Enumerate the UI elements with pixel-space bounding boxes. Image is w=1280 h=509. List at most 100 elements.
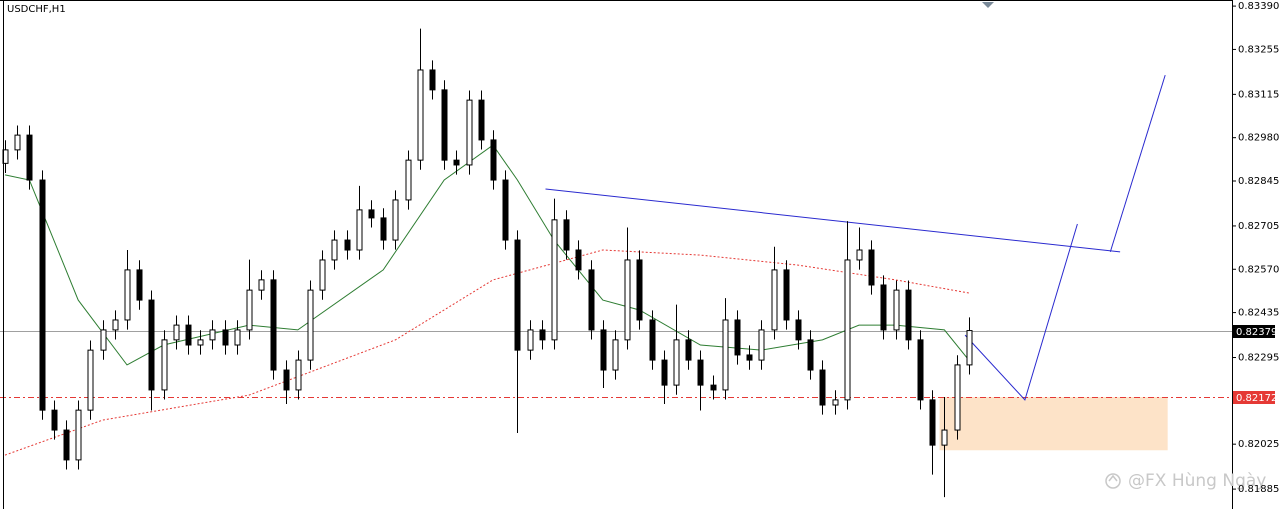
candle-body bbox=[502, 179, 509, 241]
candle-body bbox=[222, 329, 229, 346]
target-zone bbox=[939, 396, 1168, 451]
candle-body bbox=[527, 329, 534, 351]
candle-body bbox=[124, 269, 131, 321]
candle-body bbox=[771, 269, 778, 331]
candle-body bbox=[661, 359, 668, 386]
candle-body bbox=[929, 399, 936, 446]
candle-body bbox=[758, 329, 765, 361]
candle-body bbox=[734, 319, 741, 356]
candle-body bbox=[429, 69, 436, 91]
candle-body bbox=[380, 217, 387, 241]
candle-body bbox=[612, 339, 619, 371]
trend-drawing bbox=[545, 188, 1121, 253]
candle-body bbox=[197, 339, 204, 346]
candle-body bbox=[954, 364, 961, 431]
candle-body bbox=[844, 259, 851, 401]
candle-body bbox=[417, 69, 424, 161]
candle-body bbox=[173, 324, 180, 341]
candle-body bbox=[405, 159, 412, 201]
candle-body bbox=[39, 179, 46, 411]
shift-marker bbox=[982, 2, 994, 8]
candle-body bbox=[319, 259, 326, 291]
candle-body bbox=[795, 319, 802, 341]
price-level-label: 0.82379 bbox=[1236, 327, 1277, 338]
y-tick-label: 0.81885 bbox=[1238, 484, 1279, 495]
candle-body bbox=[478, 99, 485, 141]
candle-body bbox=[624, 259, 631, 341]
candle-body bbox=[270, 279, 277, 371]
candle-body bbox=[514, 239, 521, 351]
candle-body bbox=[710, 384, 717, 391]
trend-drawing bbox=[964, 223, 1078, 401]
candle-body bbox=[161, 339, 168, 391]
candle-body bbox=[453, 159, 460, 166]
candle-body bbox=[563, 219, 570, 251]
candle-body bbox=[856, 249, 863, 261]
candle-body bbox=[344, 239, 351, 251]
candle-body bbox=[234, 329, 241, 346]
candle-body bbox=[819, 369, 826, 406]
plot-area bbox=[0, 28, 1232, 498]
trend-drawing bbox=[1109, 74, 1166, 253]
candle-body bbox=[185, 324, 192, 346]
candle-body bbox=[880, 284, 887, 331]
candle-body bbox=[307, 289, 314, 361]
candle-body bbox=[588, 269, 595, 331]
candle-body bbox=[575, 249, 582, 271]
candle-body bbox=[112, 319, 119, 331]
candle-body bbox=[136, 269, 143, 301]
candle-body bbox=[466, 99, 473, 166]
candle-body bbox=[539, 329, 546, 341]
candle-body bbox=[368, 209, 375, 219]
candle-body bbox=[868, 249, 875, 286]
candle-body bbox=[551, 219, 558, 341]
candle-body bbox=[14, 134, 21, 151]
y-tick-label: 0.82295 bbox=[1238, 353, 1279, 364]
watermark-logo bbox=[1105, 473, 1121, 489]
watermark: @FX Hùng Ngày bbox=[1128, 471, 1266, 491]
candle-body bbox=[649, 319, 656, 361]
price-level-box bbox=[1233, 391, 1275, 404]
candle-body bbox=[905, 289, 912, 341]
candle-body bbox=[893, 289, 900, 331]
candle-body bbox=[75, 409, 82, 461]
candle-body bbox=[258, 279, 265, 291]
candle-body bbox=[441, 89, 448, 161]
candle-body bbox=[490, 139, 497, 181]
candle-body bbox=[26, 134, 33, 181]
candle-body bbox=[246, 289, 253, 331]
candle-body bbox=[51, 409, 58, 431]
candle-body bbox=[746, 354, 753, 361]
candle-body bbox=[295, 359, 302, 391]
candle-body bbox=[392, 199, 399, 241]
y-tick-label: 0.83255 bbox=[1238, 44, 1279, 55]
y-tick-label: 0.82705 bbox=[1238, 221, 1279, 232]
candle-body bbox=[209, 329, 216, 341]
y-tick-label: 0.82845 bbox=[1238, 176, 1279, 187]
candle-body bbox=[697, 359, 704, 386]
y-tick-label: 0.82570 bbox=[1238, 264, 1279, 275]
candle-body bbox=[941, 429, 948, 446]
candle-body bbox=[636, 259, 643, 321]
candle-body bbox=[100, 329, 107, 351]
candle-body bbox=[331, 239, 338, 261]
y-tick-label: 0.83390 bbox=[1238, 1, 1279, 12]
candle-body bbox=[966, 330, 973, 366]
candle-body bbox=[673, 339, 680, 386]
candle-body bbox=[722, 319, 729, 391]
candle-body bbox=[600, 329, 607, 371]
candle-body bbox=[807, 339, 814, 371]
candle-body bbox=[685, 339, 692, 361]
price-level-label: 0.82172 bbox=[1236, 393, 1277, 404]
candle-body bbox=[917, 339, 924, 401]
candle-body bbox=[283, 369, 290, 391]
y-tick-label: 0.82980 bbox=[1238, 133, 1279, 144]
candle-body bbox=[783, 269, 790, 321]
y-tick-label: 0.82435 bbox=[1238, 308, 1279, 319]
candle-body bbox=[356, 209, 363, 251]
candle-body bbox=[87, 349, 94, 411]
candle-body bbox=[63, 429, 70, 461]
moving-average-slow bbox=[4, 249, 969, 456]
candle-body bbox=[832, 399, 839, 406]
